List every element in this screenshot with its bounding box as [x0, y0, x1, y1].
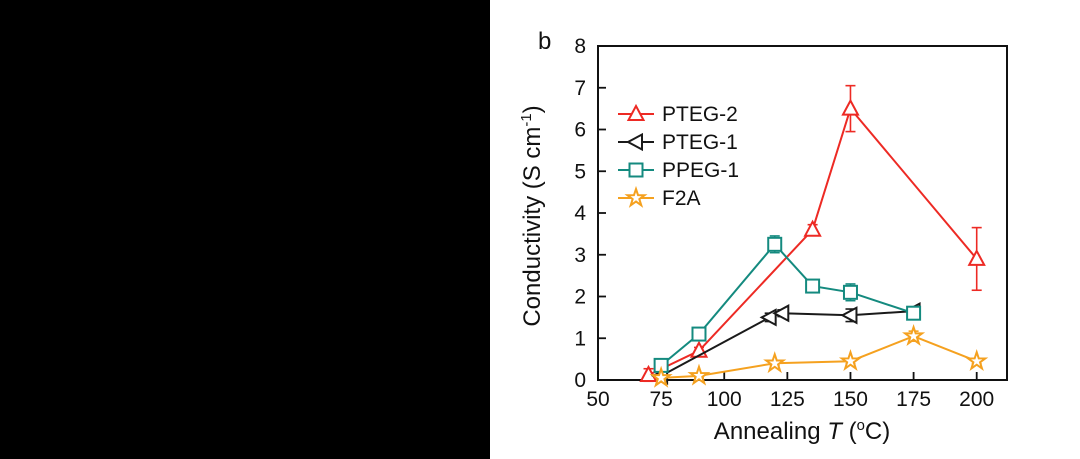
legend-item-PPEG-1: PPEG-1 — [618, 159, 739, 182]
star-marker — [965, 349, 989, 372]
triangle-left-marker — [772, 304, 790, 323]
series-F2A — [649, 324, 989, 388]
star-marker — [838, 349, 863, 372]
x-tick-label: 125 — [770, 388, 805, 411]
x-tick-label: 75 — [649, 388, 672, 411]
x-axis-label-italic-t: T — [827, 418, 842, 445]
square-marker — [767, 236, 783, 252]
plot-frame — [597, 45, 1008, 381]
square-marker — [691, 326, 707, 342]
legend-item-PTEG-2: PTEG-2 — [618, 103, 738, 126]
x-axis-label: Annealing T (oC) — [714, 418, 890, 446]
series-line-F2A — [661, 335, 978, 379]
legend: PTEG-2 PTEG-1 PPEG-1 F2A — [618, 103, 739, 210]
triangle-left-marker — [625, 132, 643, 152]
square-marker — [842, 284, 858, 300]
series-PPEG-1 — [653, 235, 922, 373]
x-tick-label: 150 — [833, 388, 868, 411]
y-tick-label: 6 — [574, 119, 586, 142]
star-marker — [763, 351, 787, 374]
legend-label-PPEG-1: PPEG-1 — [662, 159, 739, 182]
y-axis-ticks: 0 1 2 3 4 5 6 7 8 — [574, 35, 606, 392]
y-tick-label: 0 — [574, 369, 586, 392]
legend-item-PTEG-1: PTEG-1 — [618, 131, 738, 154]
legend-label-PTEG-1: PTEG-1 — [662, 131, 738, 154]
triangle-up-marker — [639, 364, 658, 382]
x-tick-label: 50 — [586, 388, 609, 411]
x-tick-label: 200 — [959, 388, 994, 411]
x-tick-label: 175 — [896, 388, 931, 411]
x-axis-label-degree: o — [856, 418, 865, 434]
y-tick-label: 3 — [574, 244, 586, 267]
legend-item-F2A: F2A — [618, 185, 701, 210]
y-tick-label: 1 — [574, 327, 586, 350]
x-axis-label-paren: ( — [841, 418, 857, 445]
left-black-panel — [0, 0, 490, 459]
series-PTEG-2 — [639, 84, 986, 383]
star-marker — [902, 324, 926, 346]
triangle-up-marker — [841, 98, 860, 116]
x-axis-label-unit: C) — [864, 418, 891, 445]
legend-label-PTEG-2: PTEG-2 — [662, 103, 738, 126]
y-tick-label: 5 — [574, 160, 586, 183]
square-marker — [805, 278, 821, 294]
triangle-up-marker — [967, 248, 986, 266]
x-tick-label: 100 — [707, 388, 742, 411]
y-tick-label: 7 — [574, 77, 586, 100]
y-tick-label: 2 — [574, 286, 586, 309]
triangle-up-marker — [626, 103, 646, 121]
triangle-left-marker — [759, 308, 777, 327]
star-marker — [649, 365, 673, 388]
x-axis-ticks: 50 75 100 125 150 175 200 — [586, 372, 994, 411]
star-marker — [624, 185, 648, 208]
series-PTEG-1 — [650, 301, 921, 385]
legend-label-F2A: F2A — [662, 187, 701, 210]
panel-label: b — [538, 28, 552, 55]
triangle-up-marker — [803, 219, 822, 237]
y-tick-label: 4 — [574, 202, 586, 225]
triangle-left-marker — [840, 306, 858, 325]
conductivity-chart: 50 75 100 125 150 175 200 0 1 2 3 4 5 6 7 8 PTEG-2 PTEG-1… — [574, 35, 1008, 411]
star-marker — [687, 363, 711, 386]
square-marker — [906, 305, 922, 321]
y-tick-label: 8 — [574, 35, 586, 58]
square-marker — [628, 162, 644, 178]
x-axis-label-text: Annealing — [713, 418, 828, 445]
